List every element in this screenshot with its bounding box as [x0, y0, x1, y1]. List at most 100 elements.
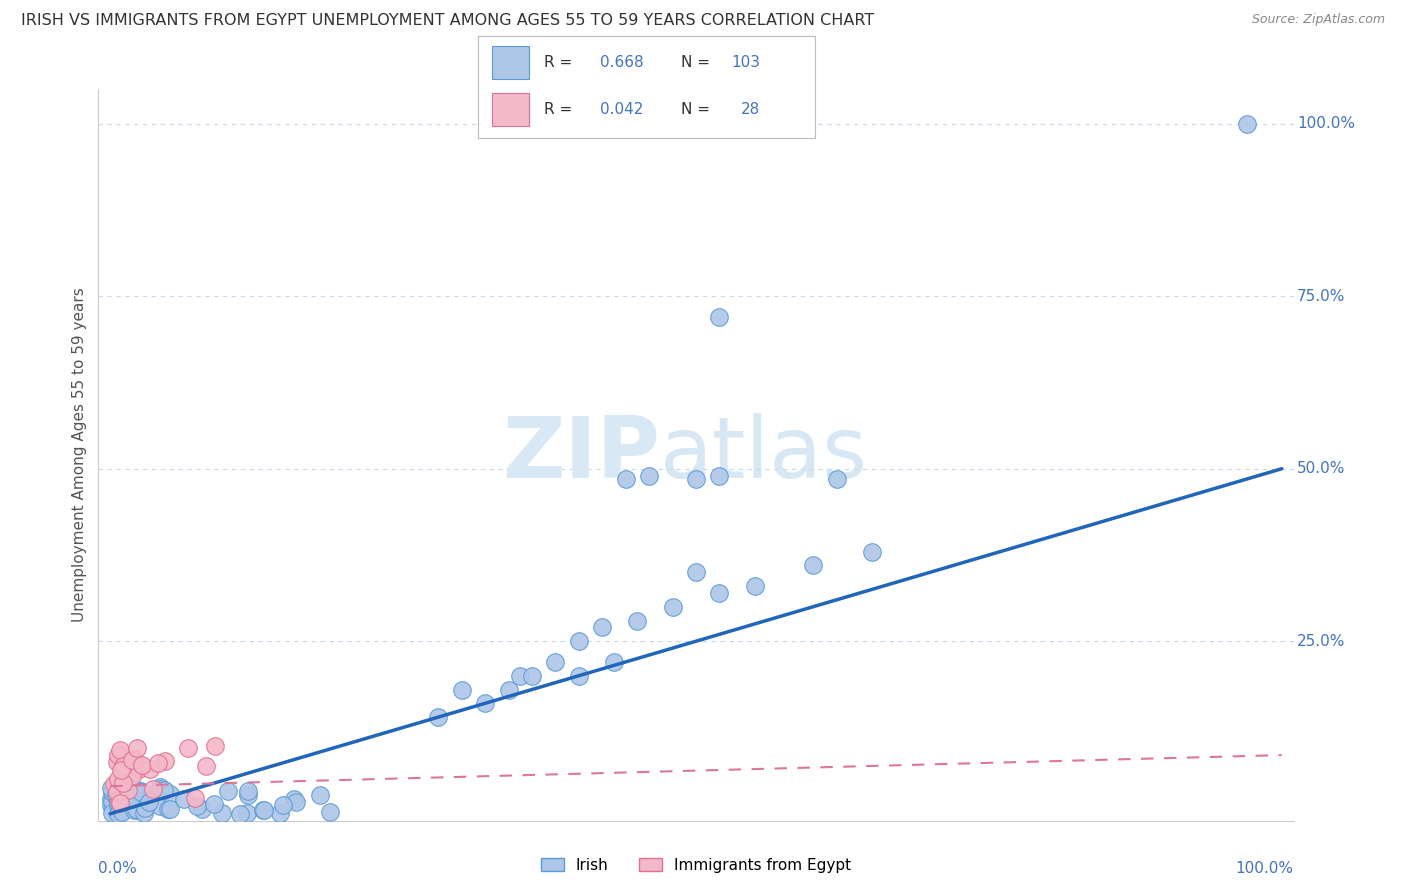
Point	[153, 754, 176, 768]
Text: IRISH VS IMMIGRANTS FROM EGYPT UNEMPLOYMENT AMONG AGES 55 TO 59 YEARS CORRELATIO: IRISH VS IMMIGRANTS FROM EGYPT UNEMPLOYM…	[21, 13, 875, 29]
Point	[156, 802, 179, 816]
Point	[107, 799, 129, 814]
Point	[129, 785, 152, 799]
Point	[129, 785, 152, 799]
Point	[685, 566, 707, 580]
Point	[744, 579, 766, 593]
Point	[100, 792, 122, 806]
Point	[103, 785, 125, 799]
Point	[309, 788, 332, 802]
FancyBboxPatch shape	[492, 93, 529, 126]
Text: 0.042: 0.042	[599, 102, 643, 117]
Text: 25.0%: 25.0%	[1296, 633, 1346, 648]
Point	[134, 801, 156, 815]
Point	[103, 782, 125, 797]
Point	[101, 785, 124, 799]
Point	[184, 790, 207, 805]
Point	[269, 806, 291, 821]
Point	[131, 789, 153, 804]
Text: Source: ZipAtlas.com: Source: ZipAtlas.com	[1251, 13, 1385, 27]
Point	[111, 748, 134, 763]
Point	[127, 803, 149, 817]
Point	[122, 803, 145, 817]
Point	[283, 792, 305, 806]
Text: N =: N =	[681, 54, 710, 70]
Point	[152, 782, 174, 797]
Text: 75.0%: 75.0%	[1296, 289, 1346, 303]
Point	[159, 787, 181, 801]
Point	[124, 789, 146, 803]
Point	[101, 784, 124, 798]
Point	[110, 792, 132, 806]
Point	[801, 558, 824, 573]
Point	[202, 797, 225, 811]
Point	[107, 806, 129, 821]
Point	[121, 769, 143, 783]
Point	[709, 586, 731, 600]
Text: 100.0%: 100.0%	[1236, 861, 1294, 876]
Point	[121, 753, 143, 767]
Point	[709, 468, 731, 483]
Point	[217, 784, 239, 798]
Point	[252, 803, 274, 817]
Text: 50.0%: 50.0%	[1296, 461, 1346, 476]
Point	[626, 614, 648, 628]
Point	[661, 599, 683, 614]
Point	[211, 805, 233, 820]
Point	[129, 784, 152, 798]
Point	[111, 797, 134, 811]
Text: atlas: atlas	[661, 413, 868, 497]
Legend: Irish, Immigrants from Egypt: Irish, Immigrants from Egypt	[534, 852, 858, 879]
Point	[149, 799, 172, 814]
Point	[591, 620, 613, 634]
Point	[111, 790, 134, 805]
Point	[108, 742, 131, 756]
Point	[104, 794, 127, 808]
Point	[128, 800, 150, 814]
Point	[117, 755, 139, 769]
Point	[509, 669, 531, 683]
Point	[110, 805, 132, 820]
Point	[101, 805, 124, 820]
Text: R =: R =	[544, 102, 572, 117]
Point	[238, 784, 260, 798]
Point	[474, 696, 496, 710]
Point	[125, 802, 148, 816]
Point	[146, 756, 169, 770]
Point	[107, 805, 129, 819]
Point	[709, 310, 731, 324]
Point	[110, 794, 132, 808]
Point	[122, 751, 145, 765]
Point	[498, 682, 520, 697]
Point	[860, 544, 883, 558]
Point	[128, 762, 150, 776]
Point	[124, 783, 146, 797]
Point	[107, 795, 129, 809]
Point	[100, 794, 122, 808]
Point	[149, 781, 172, 796]
Point	[108, 793, 131, 807]
Point	[103, 795, 125, 809]
Point	[229, 806, 252, 821]
Point	[825, 472, 848, 486]
Point	[152, 783, 174, 797]
Point	[544, 655, 567, 669]
Point	[107, 772, 129, 786]
Y-axis label: Unemployment Among Ages 55 to 59 years: Unemployment Among Ages 55 to 59 years	[72, 287, 87, 623]
Text: R =: R =	[544, 54, 572, 70]
Point	[105, 787, 128, 801]
Point	[138, 795, 160, 809]
Point	[120, 792, 142, 806]
Point	[104, 798, 127, 813]
Text: ZIP: ZIP	[502, 413, 661, 497]
Point	[132, 805, 155, 820]
Text: 28: 28	[741, 102, 761, 117]
Point	[131, 758, 153, 772]
Text: 100.0%: 100.0%	[1296, 116, 1355, 131]
Point	[112, 759, 135, 773]
Point	[105, 755, 128, 769]
Point	[115, 785, 138, 799]
Text: 0.0%: 0.0%	[98, 861, 138, 876]
Point	[105, 785, 128, 799]
Text: N =: N =	[681, 102, 710, 117]
